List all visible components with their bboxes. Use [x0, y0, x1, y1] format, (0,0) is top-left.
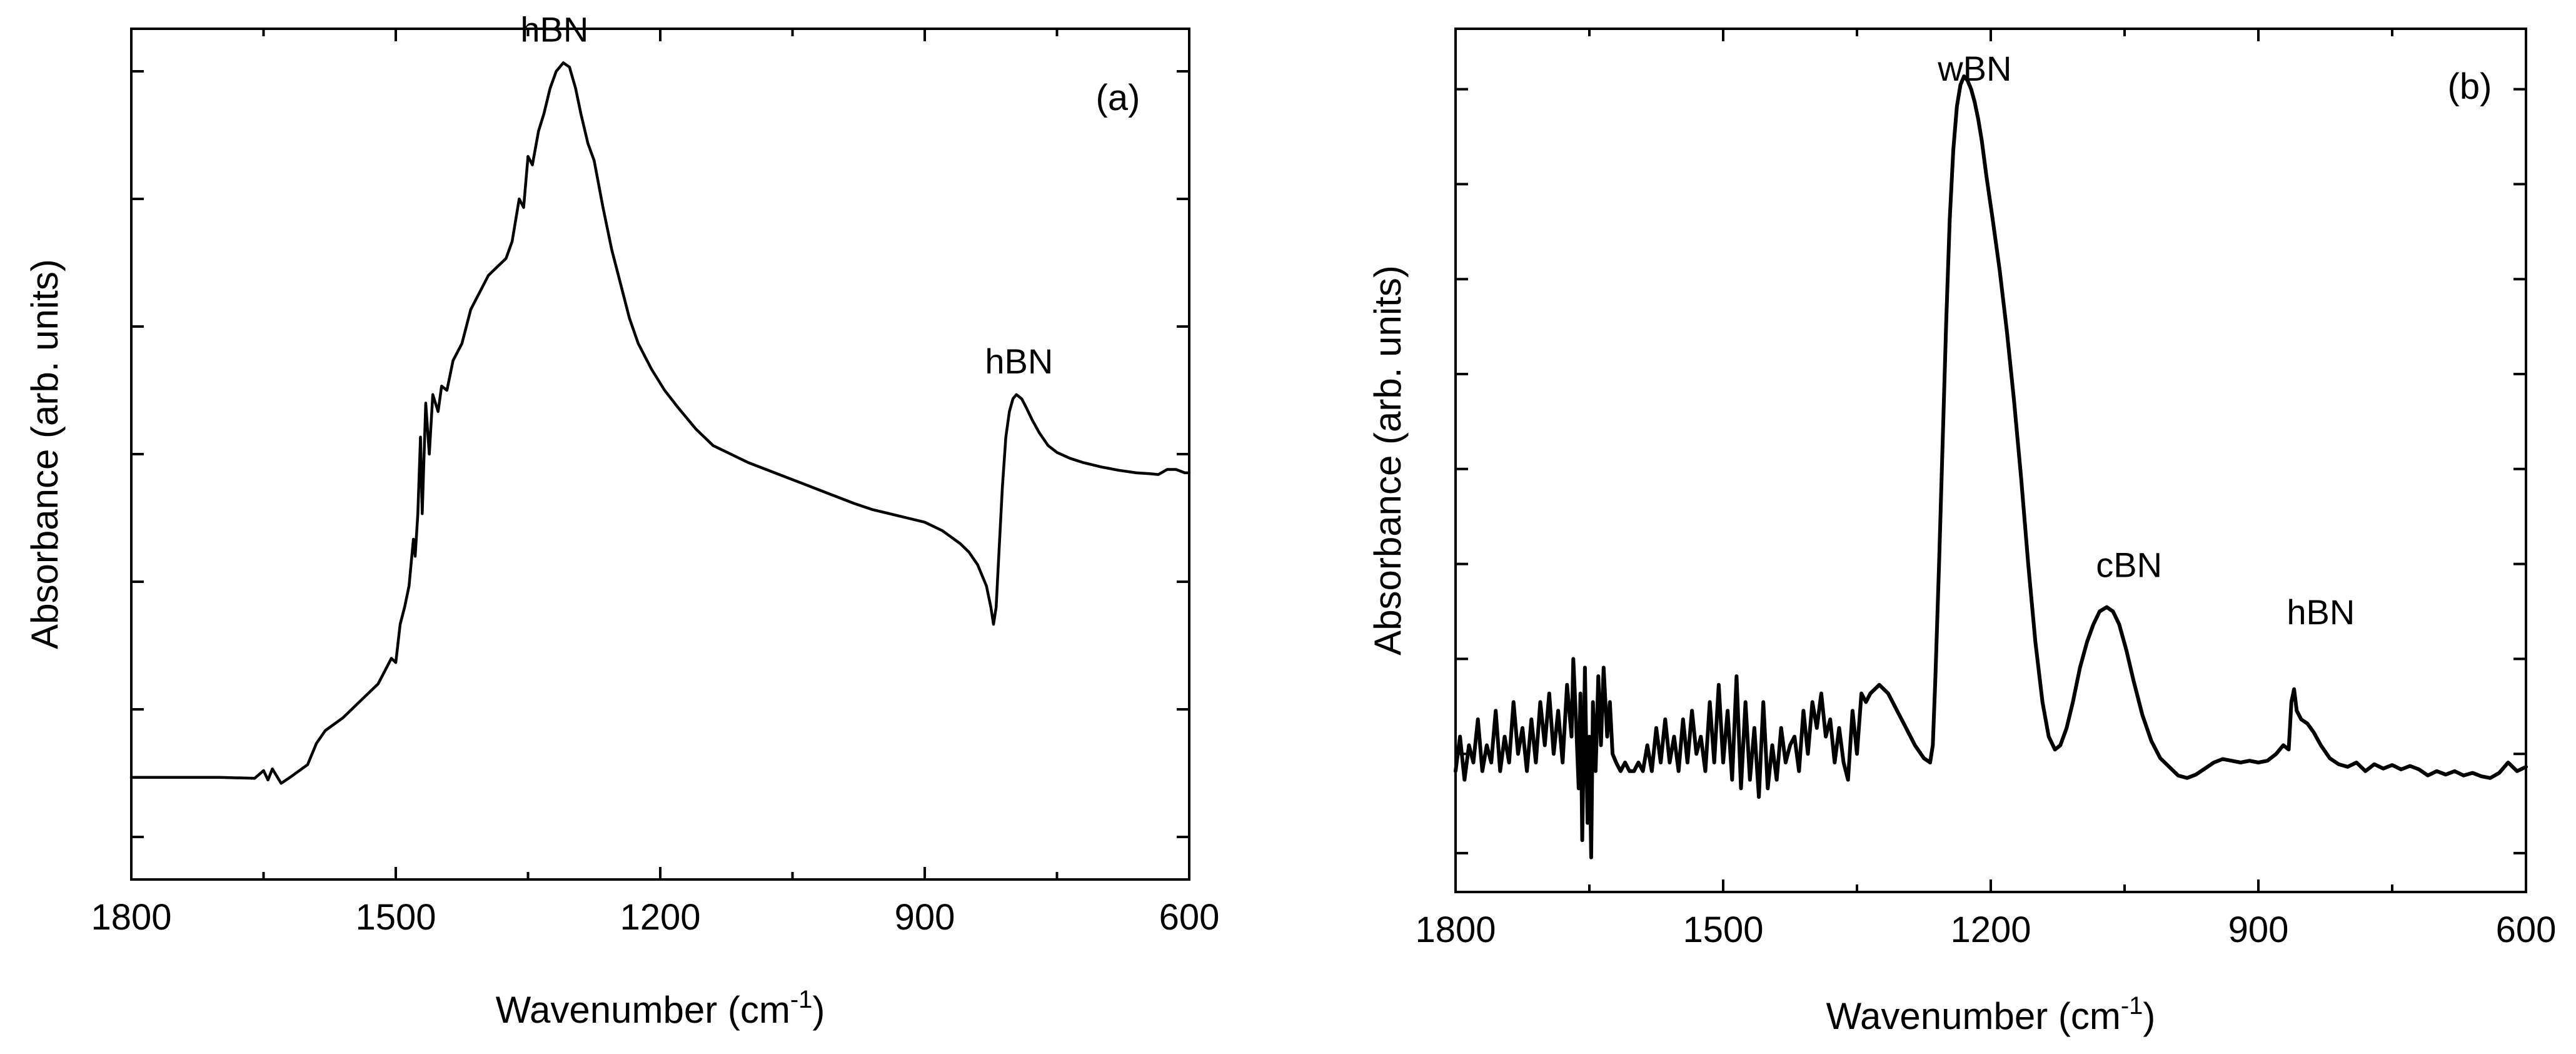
x-tick-label-a: 1500	[355, 897, 436, 938]
peak-label-b: hBN	[2287, 592, 2355, 632]
x-tick-label-b: 600	[2496, 910, 2557, 950]
peak-label-b: cBN	[2096, 545, 2162, 584]
peak-label-a: hBN	[985, 342, 1053, 381]
x-tick-label-b: 900	[2228, 910, 2289, 950]
x-ticks-a: 1800 1500 1200 900 600	[91, 29, 1219, 938]
peak-labels-a: hBN hBN	[520, 9, 1053, 380]
x-tick-label-b: 1800	[1415, 910, 1496, 950]
panel-label-a: (a)	[1096, 78, 1140, 118]
x-tick-label-b: 1500	[1683, 910, 1763, 950]
x-tick-label-a: 600	[1159, 897, 1220, 938]
peak-label-a: hBN	[520, 9, 588, 49]
panel-label-b: (b)	[2448, 66, 2492, 107]
y-axis-title-b: Absorbance (arb. units)	[1367, 265, 1409, 656]
absorbance-trace-a	[129, 61, 1191, 785]
x-axis-title-b: Wavenumber (cm-1)	[1826, 992, 2156, 1037]
panel-b: 1800 1500 1200 900 600 wBN cBN hBN (b) Wavenum…	[1367, 28, 2556, 1037]
y-ticks-a	[131, 70, 1189, 838]
x-ticks-b: 1800 1500 1200 900 600	[1415, 29, 2556, 950]
panel-a: 1800 1500 1200 900 600 hBN hBN (a) Wavenumber…	[24, 9, 1219, 1031]
absorbance-trace-b	[1454, 74, 2528, 859]
y-axis-title-a: Absorbance (arb. units)	[24, 259, 66, 649]
x-tick-label-a: 1800	[91, 897, 171, 938]
peak-labels-b: wBN cBN hBN	[1937, 49, 2355, 632]
x-tick-label-a: 900	[895, 897, 955, 938]
peak-label-b: wBN	[1937, 49, 2011, 88]
x-tick-label-a: 1200	[620, 897, 700, 938]
plot-frame-a	[130, 28, 1190, 881]
x-tick-label-b: 1200	[1950, 910, 2031, 950]
x-axis-title-a: Wavenumber (cm-1)	[496, 986, 825, 1031]
